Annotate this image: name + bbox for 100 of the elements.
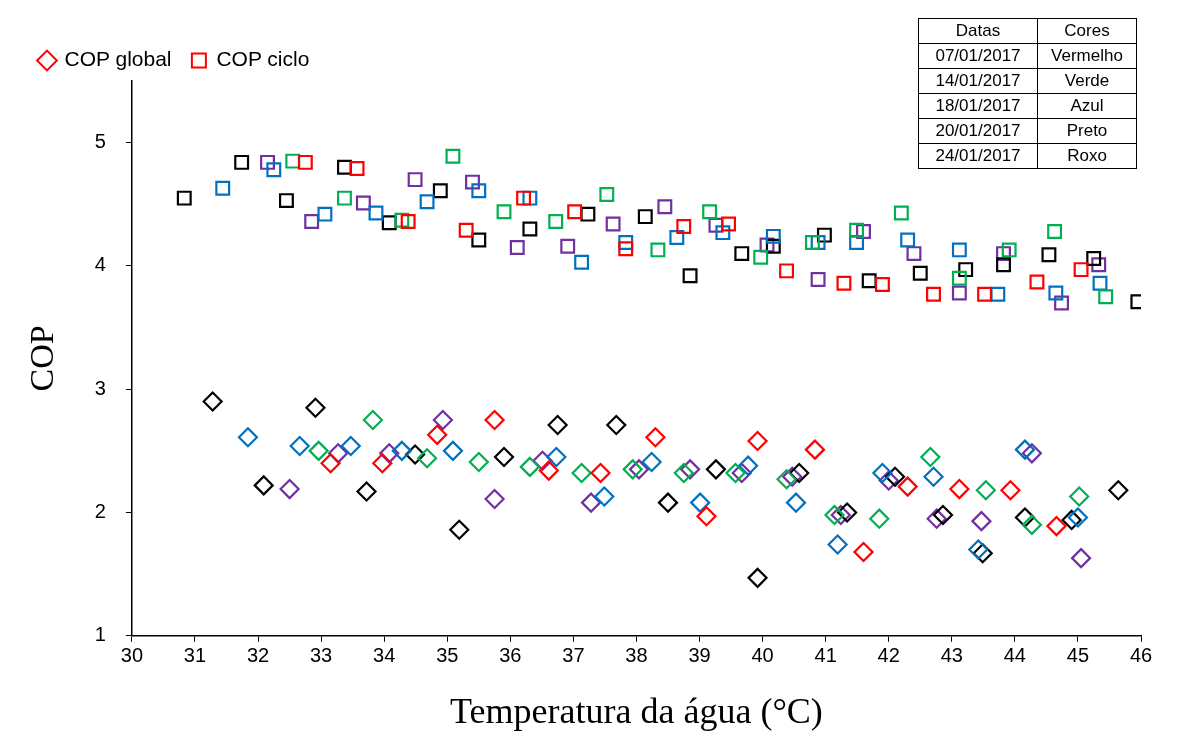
point <box>1091 257 1107 273</box>
x-axis-title: Temperatura da água (°C) <box>450 690 823 731</box>
x-tick-label: 30 <box>120 644 144 667</box>
point <box>522 221 538 237</box>
point <box>297 154 313 170</box>
point <box>1000 480 1021 501</box>
point <box>657 492 679 513</box>
point <box>804 235 820 250</box>
x-tick-label: 31 <box>183 644 207 667</box>
point <box>878 470 899 491</box>
point <box>509 239 525 255</box>
x-tick-label: 35 <box>436 644 459 667</box>
annotation: 20/01/2017 <box>918 118 1038 144</box>
x-tick-label: 39 <box>688 644 711 667</box>
point <box>690 492 711 513</box>
x-tick-label: 37 <box>562 644 585 667</box>
point <box>465 174 480 190</box>
point <box>637 209 653 225</box>
point <box>253 475 274 496</box>
point <box>779 263 795 279</box>
point <box>861 273 877 289</box>
point <box>702 204 718 220</box>
point <box>618 235 634 250</box>
point <box>547 414 568 436</box>
point <box>782 466 803 487</box>
point <box>278 193 294 209</box>
point <box>605 216 621 232</box>
point <box>906 246 922 262</box>
point <box>1086 251 1102 266</box>
x-tick-label: 43 <box>940 644 963 667</box>
point <box>1108 480 1129 501</box>
point <box>785 492 807 513</box>
point <box>816 227 832 243</box>
text: Vermelho <box>1037 43 1137 69</box>
point <box>1014 439 1036 460</box>
point <box>1021 443 1042 464</box>
x-tick-label: 34 <box>373 644 396 667</box>
point <box>949 478 970 500</box>
annotation: Preto <box>1037 118 1137 144</box>
point <box>836 275 852 291</box>
point <box>893 205 909 221</box>
point <box>484 488 505 510</box>
point <box>580 206 596 222</box>
x-tick-label: 36 <box>499 644 522 667</box>
point <box>932 504 954 526</box>
point <box>1047 223 1063 239</box>
point <box>810 272 826 287</box>
point <box>897 476 918 497</box>
point <box>496 204 512 220</box>
point <box>874 276 890 292</box>
point <box>705 459 727 480</box>
point <box>471 232 487 248</box>
point <box>673 462 694 484</box>
point <box>432 409 453 431</box>
point <box>285 153 301 169</box>
point <box>657 199 673 215</box>
x-tick-label: 41 <box>814 644 837 667</box>
legend-label: COP global <box>64 47 172 71</box>
point <box>824 504 845 526</box>
point <box>532 450 553 471</box>
point <box>379 443 400 464</box>
point <box>571 462 592 484</box>
point <box>1061 509 1082 531</box>
text: Cores <box>1037 18 1137 44</box>
point <box>522 190 538 206</box>
x-tick-label: 32 <box>246 644 270 667</box>
point <box>1069 486 1090 507</box>
point <box>590 462 611 484</box>
point <box>872 462 893 484</box>
point <box>926 508 947 529</box>
point <box>468 451 489 473</box>
point <box>737 455 759 476</box>
point <box>1001 242 1017 258</box>
point <box>493 446 515 468</box>
point <box>912 265 928 281</box>
point <box>599 186 615 202</box>
point <box>1073 262 1089 278</box>
annotation: 24/01/2017 <box>918 143 1038 169</box>
point <box>304 214 320 230</box>
point <box>427 424 448 445</box>
point <box>923 466 944 487</box>
point <box>484 409 505 431</box>
point <box>340 435 361 457</box>
point <box>405 444 426 465</box>
annotation: Azul <box>1037 93 1137 119</box>
point <box>853 541 874 563</box>
point <box>776 469 797 490</box>
annotation: 14/01/2017 <box>918 68 1038 94</box>
point <box>337 190 352 206</box>
point <box>1014 507 1036 528</box>
point <box>308 440 329 461</box>
legend-label: COP ciclo <box>216 47 310 71</box>
y-tick-label: 1 <box>94 623 106 646</box>
point <box>606 414 627 436</box>
point <box>789 462 810 484</box>
point <box>1046 515 1067 537</box>
point <box>856 223 871 239</box>
point <box>622 459 643 480</box>
point <box>958 262 974 278</box>
point <box>320 453 341 474</box>
